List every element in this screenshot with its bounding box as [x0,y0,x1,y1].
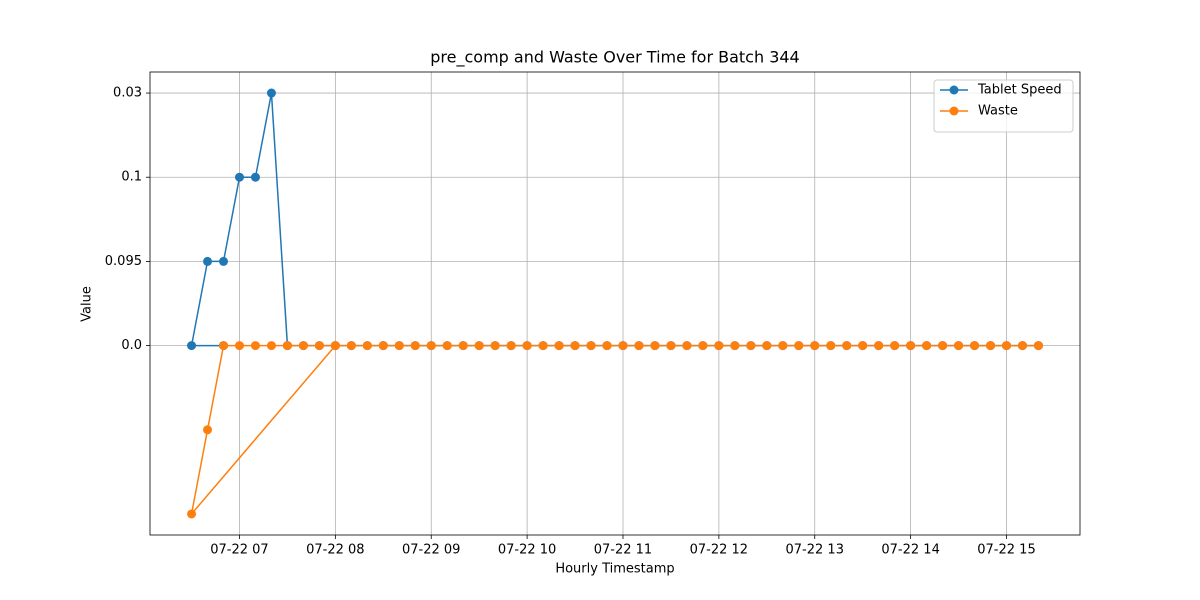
data-point [250,341,260,351]
legend-label: Tablet Speed [977,83,1062,98]
data-point [442,341,452,351]
data-point [826,341,836,351]
data-point [203,256,213,266]
data-point [426,341,436,351]
data-point [314,341,324,351]
data-point [394,341,404,351]
data-point [1001,341,1011,351]
data-point [954,341,964,351]
legend-marker [949,106,959,116]
data-point [698,341,708,351]
y-tick-label: 0.03 [113,86,142,101]
data-point [730,341,740,351]
data-point [778,341,788,351]
data-point [666,341,676,351]
data-point [490,341,500,351]
data-point [810,341,820,351]
data-point [890,341,900,351]
data-point [1033,341,1043,351]
x-tick-label: 07-22 13 [786,543,844,558]
data-point [682,341,692,351]
data-point [219,256,229,266]
data-point [250,172,260,182]
data-point [794,341,804,351]
x-tick-label: 07-22 09 [402,543,460,558]
data-point [570,341,580,351]
data-point [234,341,244,351]
legend-label: Waste [978,104,1018,119]
data-point [203,425,213,435]
x-tick-label: 07-22 11 [594,543,652,558]
data-point [187,509,197,519]
data-point [634,341,644,351]
data-point [650,341,660,351]
data-point [362,341,372,351]
x-tick-label: 07-22 12 [690,543,748,558]
x-tick-label: 07-22 08 [306,543,364,558]
x-tick-label: 07-22 10 [498,543,556,558]
data-point [906,341,916,351]
data-point [282,341,292,351]
data-point [219,341,229,351]
x-tick-label: 07-22 15 [977,543,1035,558]
data-point [346,341,356,351]
data-point [1017,341,1027,351]
data-point [922,341,932,351]
data-point [234,172,244,182]
data-point [746,341,756,351]
x-axis-label: Hourly Timestamp [555,562,674,577]
legend-box [933,79,1074,133]
data-point [506,341,516,351]
data-point [410,341,420,351]
data-point [874,341,884,351]
y-tick-label: 0.095 [105,254,142,269]
data-point [938,341,948,351]
data-point [522,341,532,351]
data-point [378,341,388,351]
data-point [266,341,276,351]
data-point [554,341,564,351]
data-point [298,341,308,351]
y-axis-label: Value [80,286,95,322]
data-point [842,341,852,351]
data-point [330,341,340,351]
data-point [266,88,276,98]
data-point [858,341,868,351]
chart-title: pre_comp and Waste Over Time for Batch 3… [430,48,799,68]
y-tick-label: 0.1 [121,170,142,185]
data-point [458,341,468,351]
data-point [714,341,724,351]
plot-frame [149,71,1081,536]
x-tick-label: 07-22 14 [881,543,939,558]
y-tick-label: 0.0 [121,338,142,353]
data-point [970,341,980,351]
legend-marker [949,85,959,95]
data-point [986,341,996,351]
data-point [586,341,596,351]
data-point [602,341,612,351]
data-point [762,341,772,351]
data-point [187,341,197,351]
data-point [474,341,484,351]
x-tick-label: 07-22 07 [210,543,268,558]
data-point [618,341,628,351]
data-point [538,341,548,351]
